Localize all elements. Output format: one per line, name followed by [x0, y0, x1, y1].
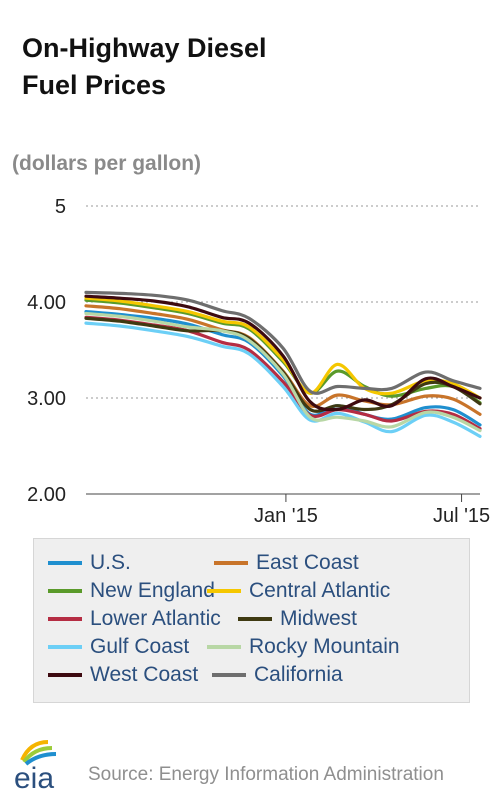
legend-item: West Coast [48, 661, 198, 689]
logo-leaf-ray-icon [22, 746, 53, 764]
chart-legend: U.S. East Coast New England Central Atlanti… [33, 538, 470, 703]
legend-label: Central Atlantic [249, 579, 391, 602]
legend-swatch [48, 561, 82, 565]
legend-item: California [212, 661, 343, 689]
y-tick-label: 5 [55, 196, 66, 218]
logo-sun-ray-icon [20, 740, 49, 761]
y-tick-label: 3.00 [27, 388, 66, 410]
chart-title-line-1: On-Highway Diesel [22, 33, 267, 63]
y-tick-label: 4.00 [27, 292, 66, 314]
logo-wordmark: eia [14, 762, 54, 794]
chart-title-line-2: Fuel Prices [22, 70, 167, 100]
legend-item: Central Atlantic [207, 577, 390, 605]
series-line-rocky-mountain [84, 311, 482, 433]
legend-label: Lower Atlantic [90, 607, 221, 630]
series-line-gulf-coast [84, 321, 482, 438]
legend-item: New England [48, 577, 215, 605]
legend-item: U.S. [48, 549, 131, 577]
legend-swatch [214, 561, 248, 565]
legend-label: New England [90, 579, 215, 602]
legend-swatch [212, 673, 246, 677]
legend-label: California [254, 663, 343, 686]
legend-label: West Coast [90, 663, 199, 686]
legend-swatch [48, 645, 82, 649]
legend-item: Lower Atlantic [48, 605, 221, 633]
legend-swatch [48, 673, 82, 677]
legend-swatch [207, 645, 241, 649]
legend-label: Midwest [280, 607, 358, 630]
legend-label: U.S. [90, 551, 131, 574]
series-line-california [84, 290, 482, 395]
legend-item: Rocky Mountain [207, 633, 400, 661]
series-line-west-coast [84, 294, 482, 412]
legend-label: Rocky Mountain [249, 635, 400, 658]
chart-title: On-Highway Diesel Fuel Prices [22, 30, 342, 104]
x-tick-label: Jan '15 [254, 505, 318, 527]
legend-swatch [207, 589, 241, 593]
y-tick-label: 2.00 [27, 484, 66, 506]
legend-swatch [238, 617, 272, 621]
line-chart: 2.00 3.00 4.00 5 Jan '15 Jul '15 [27, 196, 490, 527]
legend-swatch [48, 589, 82, 593]
x-tick-label: Jul '15 [433, 505, 490, 527]
logo-water-ray-icon [24, 752, 57, 766]
legend-item: East Coast [214, 549, 359, 577]
legend-label: East Coast [256, 551, 359, 574]
source-note: Source: Energy Information Administratio… [88, 764, 444, 785]
legend-swatch [48, 617, 82, 621]
legend-item: Gulf Coast [48, 633, 189, 661]
series-line-midwest [84, 316, 482, 413]
eia-logo: eia [14, 740, 57, 794]
legend-item: Midwest [238, 605, 357, 633]
y-axis-unit-label: (dollars per gallon) [12, 152, 202, 175]
legend-label: Gulf Coast [90, 635, 190, 658]
